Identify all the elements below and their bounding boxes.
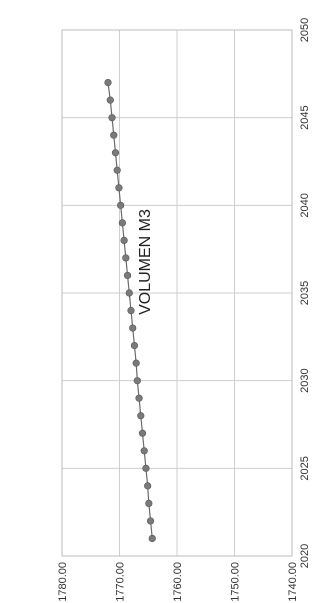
x-tick-label: 2030 [299,368,311,392]
x-tick-label: 2050 [299,18,311,42]
data-point [127,306,135,315]
data-point [133,377,141,385]
x-tick-label: 2025 [299,456,311,480]
plot-frame [61,29,293,557]
y-tick-label: 1770.00 [115,562,127,602]
y-tick-label: 1760.00 [172,562,184,602]
data-point [130,342,139,350]
data-point [148,534,156,543]
data-point [129,324,137,332]
y-tick-label: 1740.00 [287,562,299,602]
data-point [142,464,150,472]
series-layer [104,78,156,543]
data-point [132,359,140,367]
x-tick-label: 2035 [299,281,311,305]
x-tick-label: 2045 [299,105,311,129]
data-point [117,201,125,209]
data-point [146,517,155,525]
y-tick-label: 1750.00 [230,562,242,602]
data-point [106,96,114,104]
data-point [111,149,120,157]
chart-title: VOLUMEN M3 [137,209,154,315]
data-point [138,429,147,437]
data-point [144,482,152,490]
data-point [122,254,130,262]
data-point [104,78,112,87]
data-point [120,236,128,244]
data-point [115,184,123,192]
tick-labels: 2020 2025 2030 2035 2040 2045 2050 1740.00 1750.… [57,18,311,602]
x-tick-label: 2020 [299,544,311,568]
data-point [118,219,126,227]
y-tick-label: 1780.00 [57,562,69,602]
data-point [145,499,153,508]
data-point [140,447,148,455]
data-point [123,271,132,280]
data-point [135,394,143,402]
data-point [125,289,133,297]
data-point [137,412,145,420]
data-point [110,131,118,139]
data-point [113,166,121,174]
x-tick-label: 2040 [299,193,311,217]
data-point [108,114,116,122]
